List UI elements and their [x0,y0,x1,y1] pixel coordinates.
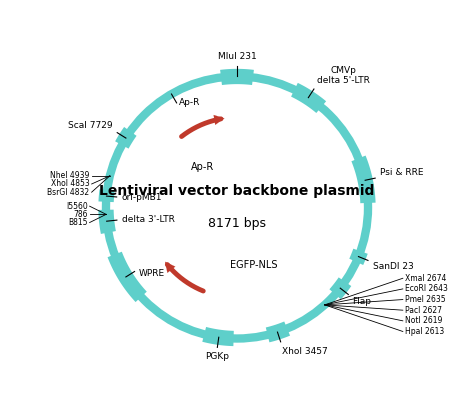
Text: Ap-R: Ap-R [179,98,201,107]
Text: Flap: Flap [352,298,371,307]
Text: CMVp
delta 5'-LTR: CMVp delta 5'-LTR [317,66,370,85]
Text: BsrGI 4832: BsrGI 4832 [47,188,90,197]
Text: ori-pMB1: ori-pMB1 [121,193,162,202]
Text: NotI 2619: NotI 2619 [405,316,442,325]
Text: 786: 786 [73,210,88,219]
Text: Lentiviral vector backbone plasmid: Lentiviral vector backbone plasmid [100,184,374,198]
Text: Ap-R: Ap-R [191,161,214,171]
Text: PmeI 2635: PmeI 2635 [405,295,446,304]
Text: ScaI 7729: ScaI 7729 [68,121,113,130]
Text: B815: B815 [68,218,88,227]
Text: SanDI 23: SanDI 23 [373,262,413,271]
Text: I5560: I5560 [66,202,88,211]
Text: EGFP-NLS: EGFP-NLS [229,260,277,270]
Text: PGKp: PGKp [205,352,228,361]
Text: EcoRI 2643: EcoRI 2643 [405,284,448,293]
Text: Psi & RRE: Psi & RRE [380,168,423,177]
Text: HpaI 2613: HpaI 2613 [405,327,444,336]
Text: NheI 4939: NheI 4939 [50,171,90,180]
Text: 8171 bps: 8171 bps [208,217,266,230]
Text: XhoI 3457: XhoI 3457 [282,347,328,356]
Text: PacI 2627: PacI 2627 [405,306,442,315]
Text: XhoI 4853: XhoI 4853 [51,180,90,188]
Text: MluI 231: MluI 231 [218,52,256,61]
Text: WPRE: WPRE [139,269,165,278]
Text: delta 3'-LTR: delta 3'-LTR [122,215,174,224]
Text: XmaI 2674: XmaI 2674 [405,274,446,283]
